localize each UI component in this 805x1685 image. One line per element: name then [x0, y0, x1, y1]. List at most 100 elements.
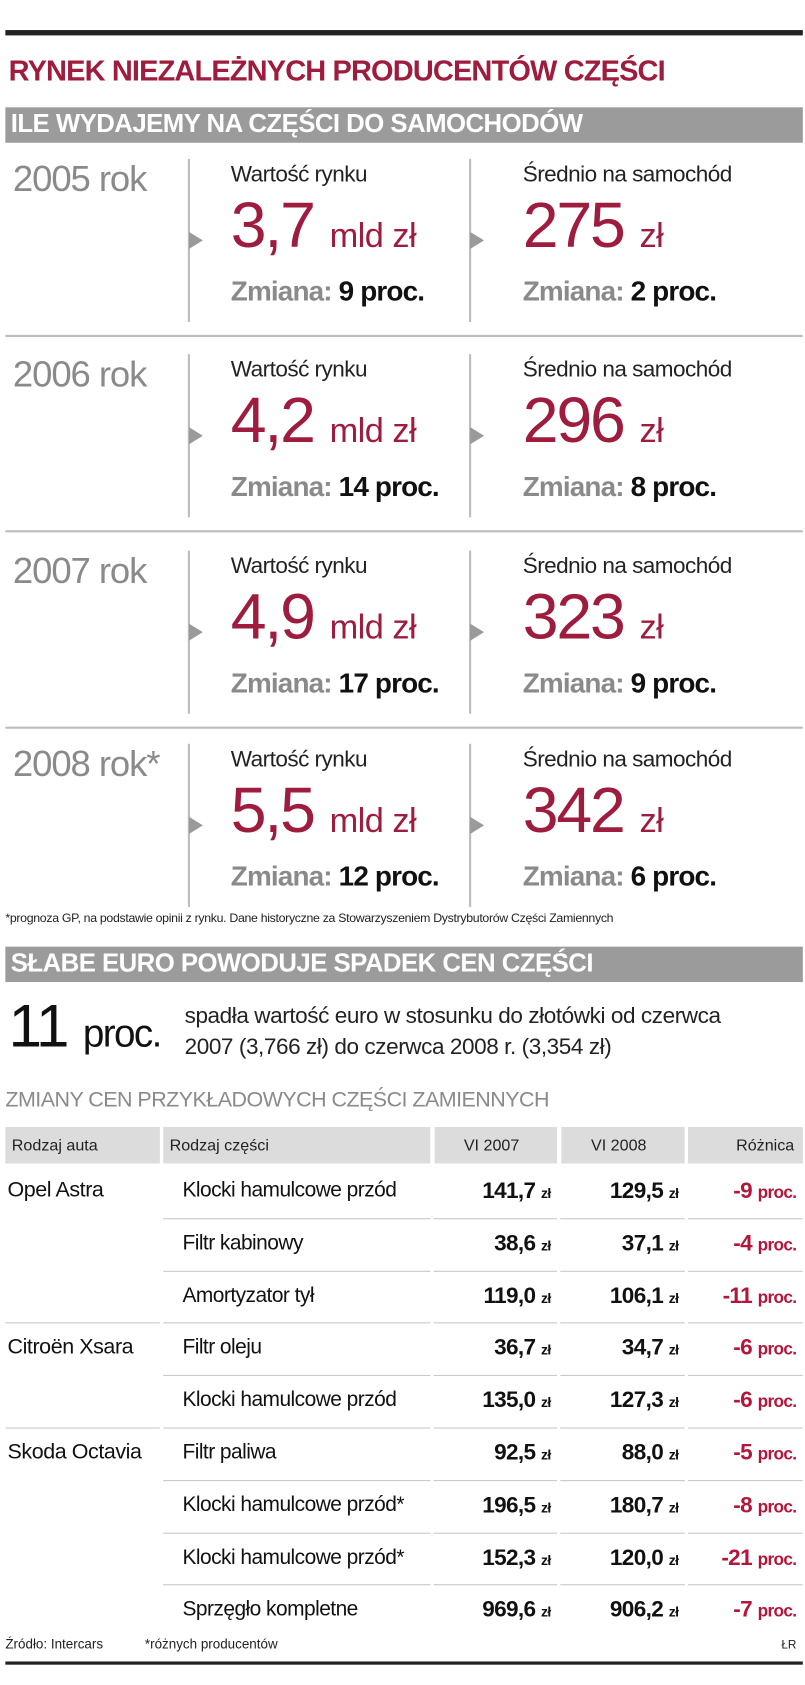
price: 196,5 zł [435, 1494, 551, 1517]
value: -6 [733, 1335, 752, 1361]
separator [5, 334, 803, 338]
change-label: Zmiana: [522, 274, 625, 307]
section-title: ILE WYDAJEMY NA CZĘŚCI DO SAMOCHODÓW [10, 109, 583, 139]
metric-change: Zmiana: 14 proc. [231, 472, 440, 500]
col-rule [557, 1126, 561, 1634]
price: 152,3 zł [435, 1546, 551, 1569]
unit: proc. [757, 1550, 797, 1569]
value: -7 [733, 1597, 752, 1623]
metric-change: Zmiana: 17 proc. [230, 666, 440, 699]
value: -4 [733, 1230, 752, 1256]
price: -7 proc. [688, 1597, 797, 1623]
arrow [188, 231, 203, 250]
value: 3,7 [230, 188, 316, 261]
separator [5, 726, 803, 729]
top-rule [5, 30, 803, 36]
price: 92,5 zł [435, 1441, 551, 1464]
price: 141,7 zł [435, 1180, 551, 1203]
car: Citroën Xsara [7, 1335, 134, 1360]
value: 36,7 [494, 1335, 536, 1361]
value: 141,7 [482, 1178, 536, 1204]
value: 120,0 [609, 1545, 664, 1570]
price: 129,5 zł [561, 1178, 679, 1204]
unit: proc. [757, 1288, 797, 1307]
value: 92,5 [494, 1440, 536, 1466]
arrow [470, 427, 485, 445]
part: Filtr oleju [182, 1335, 262, 1360]
col-rule [684, 1126, 688, 1634]
header-label: Różnica [736, 1136, 795, 1155]
unit: proc. [757, 1183, 797, 1203]
value: 37,1 [621, 1230, 664, 1256]
part: Filtr kabinowy [182, 1230, 303, 1255]
arrow [188, 623, 203, 641]
row-rule [163, 1584, 803, 1586]
unit: zł [668, 1446, 679, 1463]
separator [5, 530, 803, 533]
arrow [188, 427, 203, 445]
unit: proc. [757, 1445, 797, 1464]
metric-label: Wartość rynku [230, 553, 368, 579]
unit: zł [668, 1342, 679, 1359]
part: Klocki hamulcowe przód* [182, 1545, 404, 1569]
unit: zł [541, 1603, 551, 1621]
unit: zł [639, 800, 664, 840]
part: Sprzęgło kompletne [182, 1597, 358, 1622]
metric-value: 3,7 mld zł [231, 193, 417, 257]
header-cell [163, 1126, 431, 1164]
unit: zł [668, 1184, 679, 1202]
section-band [5, 107, 803, 143]
header-cell [561, 1126, 685, 1164]
value: -21 [721, 1545, 752, 1570]
metric-value: 342 zł [523, 778, 664, 842]
value: -6 [733, 1387, 752, 1413]
unit: zł [668, 1289, 679, 1306]
arrow [470, 231, 485, 250]
unit: zł [639, 607, 664, 647]
metric-label: Wartość rynku [230, 162, 368, 187]
change-value: 8 proc. [630, 470, 717, 503]
change-label: Zmiana: [522, 666, 625, 699]
metric-label: Średnio na samochód [522, 553, 733, 579]
price: -8 proc. [688, 1492, 797, 1518]
price: -11 proc. [688, 1284, 797, 1307]
unit: zł [541, 1289, 551, 1306]
unit: zł [639, 411, 664, 450]
col-rule [430, 1126, 434, 1634]
metric-change: Zmiana: 9 proc. [230, 274, 425, 307]
year: 2006 rok [12, 354, 148, 395]
value: 129,5 [609, 1178, 664, 1204]
value: -8 [733, 1492, 752, 1518]
change-label: Zmiana: [522, 470, 625, 503]
change-label: Zmiana: [230, 666, 333, 699]
part: Amortyzator tył [182, 1283, 314, 1307]
metric-value: 296 zł [523, 388, 664, 453]
row-rule [163, 1532, 803, 1534]
price: -4 proc. [688, 1230, 797, 1256]
header-label: VI 2007 [463, 1136, 520, 1155]
value: 342 [522, 773, 626, 846]
header-cell [687, 1126, 803, 1164]
value: 275 [522, 188, 626, 261]
unit: zł [668, 1603, 679, 1621]
price: 120,0 zł [561, 1545, 679, 1570]
value: 88,0 [621, 1440, 664, 1466]
footnote: *prognoza GP, na podstawie opinii z rynk… [5, 912, 614, 926]
metric-change: Zmiana: 9 proc. [522, 666, 717, 699]
unit: mld zł [329, 607, 417, 647]
part: Klocki hamulcowe przód* [182, 1492, 404, 1517]
change-label: Zmiana: [230, 274, 333, 307]
footer-note: *różnych producentów [144, 1636, 278, 1652]
value: 296 [522, 384, 626, 457]
part: Klocki hamulcowe przód [182, 1387, 397, 1412]
metric-label: Średnio na samochód [522, 747, 733, 772]
metric-label: Wartość rynku [230, 747, 368, 772]
metric-change: Zmiana: 12 proc. [231, 862, 440, 890]
value: 4,9 [230, 580, 316, 653]
unit: zł [541, 1551, 551, 1568]
metric-label: Wartość rynku [230, 357, 368, 383]
unit: mld zł [329, 411, 417, 450]
unit: zł [541, 1394, 551, 1411]
price: 36,7 zł [435, 1337, 551, 1360]
price: 37,1 zł [561, 1230, 679, 1256]
